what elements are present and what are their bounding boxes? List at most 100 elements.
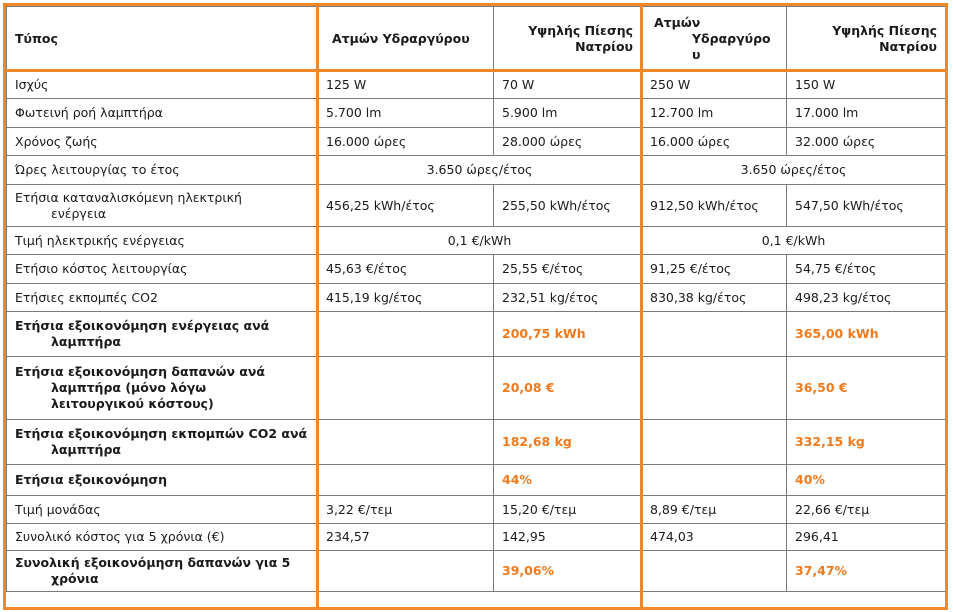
cell: 150 W xyxy=(786,70,946,99)
row-hours: Ώρες λειτουργίας το έτος 3.650 ώρες/έτος… xyxy=(6,155,946,185)
header-mercury-2-line2: Υδραργύρο xyxy=(692,30,771,46)
cell-highlight: 44% xyxy=(493,464,642,496)
row-label: Ετήσιο κόστος λειτουργίας xyxy=(6,254,318,284)
row-label-line: χρόνια xyxy=(51,571,99,586)
cell-merged: 3.650 ώρες/έτος xyxy=(641,155,946,185)
cell: 45,63 €/έτος xyxy=(317,254,494,284)
cell-empty xyxy=(317,356,494,420)
cell-merged: 0,1 €/kWh xyxy=(641,226,946,255)
row-price: Τιμή ηλεκτρικής ενέργειας 0,1 €/kWh 0,1 … xyxy=(6,226,946,255)
row-label: Φωτεινή ροή λαμπτήρα xyxy=(6,98,318,128)
header-sodium-1: Υψηλής Πίεσης Νατρίου xyxy=(493,6,642,71)
cell: 32.000 ώρες xyxy=(786,127,946,156)
header-mercury-1: Ατμών Υδραργύρου xyxy=(317,6,494,71)
row-label-line: λαμπτήρα (μόνο λόγω xyxy=(51,380,207,395)
header-mercury-2: Ατμών Υδραργύρο υ xyxy=(641,6,787,71)
row-label-line: ενέργεια xyxy=(51,205,107,221)
cell-empty xyxy=(317,464,494,496)
row-label: Ετήσιες εκπομπές CO2 xyxy=(6,283,318,312)
cell: 54,75 €/έτος xyxy=(786,254,946,284)
cell-merged: 0,1 €/kWh xyxy=(317,226,642,255)
row-label: Ετήσια εξοικονόμηση δαπανών ανά λαμπτήρα… xyxy=(6,356,318,420)
cell-empty xyxy=(641,311,787,357)
cell: 234,57 xyxy=(317,523,494,551)
row-label-line: λαμπτήρα xyxy=(51,442,121,457)
row-save-energy: Ετήσια εξοικονόμηση ενέργειας ανά λαμπτή… xyxy=(6,311,946,357)
row-save-pct: Ετήσια εξοικονόμηση 44% 40% xyxy=(6,464,946,496)
row-flux: Φωτεινή ροή λαμπτήρα 5.700 lm 5.900 lm 1… xyxy=(6,98,946,128)
cell: 3,22 €/τεμ xyxy=(317,495,494,524)
header-type: Τύπος xyxy=(6,6,318,71)
cell: 142,95 xyxy=(493,523,642,551)
cell: 232,51 kg/έτος xyxy=(493,283,642,312)
row-label: Ετήσια εξοικονόμηση ενέργειας ανά λαμπτή… xyxy=(6,311,318,357)
cell: 912,50 kWh/έτος xyxy=(641,184,787,227)
cell: 12.700 lm xyxy=(641,98,787,128)
row-label: Ετήσια καταναλισκόμενη ηλεκτρική ενέργει… xyxy=(6,184,318,227)
cell-empty xyxy=(317,419,494,465)
row-label-line: Ετήσια εξοικονόμηση δαπανών ανά xyxy=(15,364,265,379)
cell: 28.000 ώρες xyxy=(493,127,642,156)
cell-highlight: 182,68 kg xyxy=(493,419,642,465)
cell: 498,23 kg/έτος xyxy=(786,283,946,312)
cell-highlight: 37,47% xyxy=(786,550,946,592)
cell: 15,20 €/τεμ xyxy=(493,495,642,524)
cell-highlight: 20,08 € xyxy=(493,356,642,420)
cell-empty xyxy=(317,550,494,592)
cell: 25,55 €/έτος xyxy=(493,254,642,284)
row-total5: Συνολικό κόστος για 5 χρόνια (€) 234,57 … xyxy=(6,523,946,551)
row-label: Ώρες λειτουργίας το έτος xyxy=(6,155,318,185)
cell: 296,41 xyxy=(786,523,946,551)
cell: 250 W xyxy=(641,70,787,99)
lamp-comparison-table: Τύπος Ατμών Υδραργύρου Υψηλής Πίεσης Νατ… xyxy=(6,6,946,592)
cell: 22,66 €/τεμ xyxy=(786,495,946,524)
cell: 70 W xyxy=(493,70,642,99)
cell: 415,19 kg/έτος xyxy=(317,283,494,312)
cell-highlight: 332,15 kg xyxy=(786,419,946,465)
row-label: Τιμή μονάδας xyxy=(6,495,318,524)
cell-highlight: 40% xyxy=(786,464,946,496)
row-label: Ισχύς xyxy=(6,70,318,99)
cell-merged: 3.650 ώρες/έτος xyxy=(317,155,642,185)
cell-empty xyxy=(641,464,787,496)
row-save-cost: Ετήσια εξοικονόμηση δαπανών ανά λαμπτήρα… xyxy=(6,356,946,420)
cell: 255,50 kWh/έτος xyxy=(493,184,642,227)
row-label: Ετήσια εξοικονόμηση xyxy=(6,464,318,496)
cell-highlight: 200,75 kWh xyxy=(493,311,642,357)
cell: 5.900 lm xyxy=(493,98,642,128)
cell-empty xyxy=(641,550,787,592)
cell: 830,38 kg/έτος xyxy=(641,283,787,312)
header-row: Τύπος Ατμών Υδραργύρου Υψηλής Πίεσης Νατ… xyxy=(6,6,946,71)
row-label: Ετήσια εξοικονόμηση εκπομπών CO2 ανά λαμ… xyxy=(6,419,318,465)
row-total-save: Συνολική εξοικονόμηση δαπανών για 5 χρόν… xyxy=(6,550,946,592)
header-mercury-2-line1: Ατμών xyxy=(654,14,701,30)
header-mercury-2-line3: υ xyxy=(692,46,701,62)
row-unit-price: Τιμή μονάδας 3,22 €/τεμ 15,20 €/τεμ 8,89… xyxy=(6,495,946,524)
row-label-line: Συνολική εξοικονόμηση δαπανών για 5 xyxy=(15,555,291,570)
row-life: Χρόνος ζωής 16.000 ώρες 28.000 ώρες 16.0… xyxy=(6,127,946,156)
cell: 91,25 €/έτος xyxy=(641,254,787,284)
cell: 17.000 lm xyxy=(786,98,946,128)
row-co2: Ετήσιες εκπομπές CO2 415,19 kg/έτος 232,… xyxy=(6,283,946,312)
cell: 456,25 kWh/έτος xyxy=(317,184,494,227)
row-label: Συνολική εξοικονόμηση δαπανών για 5 χρόν… xyxy=(6,550,318,592)
row-label-line: Ετήσια καταναλισκόμενη ηλεκτρική xyxy=(15,189,242,205)
row-power: Ισχύς 125 W 70 W 250 W 150 W xyxy=(6,70,946,99)
row-cost: Ετήσιο κόστος λειτουργίας 45,63 €/έτος 2… xyxy=(6,254,946,284)
cell: 125 W xyxy=(317,70,494,99)
row-energy: Ετήσια καταναλισκόμενη ηλεκτρική ενέργει… xyxy=(6,184,946,227)
cell-empty xyxy=(641,419,787,465)
cell: 8,89 €/τεμ xyxy=(641,495,787,524)
row-label-line: λειτουργικού κόστους) xyxy=(51,396,214,411)
cell: 16.000 ώρες xyxy=(641,127,787,156)
row-label-line: λαμπτήρα xyxy=(51,334,121,349)
cell: 16.000 ώρες xyxy=(317,127,494,156)
header-sodium-2: Υψηλής Πίεσης Νατρίου xyxy=(786,6,946,71)
cell-highlight: 365,00 kWh xyxy=(786,311,946,357)
cell: 547,50 kWh/έτος xyxy=(786,184,946,227)
row-label: Συνολικό κόστος για 5 χρόνια (€) xyxy=(6,523,318,551)
row-label-line: Ετήσια εξοικονόμηση ενέργειας ανά xyxy=(15,318,270,333)
row-label: Τιμή ηλεκτρικής ενέργειας xyxy=(6,226,318,255)
row-label-line: Ετήσια εξοικονόμηση εκπομπών CO2 ανά xyxy=(15,426,308,441)
cell-empty xyxy=(641,356,787,420)
